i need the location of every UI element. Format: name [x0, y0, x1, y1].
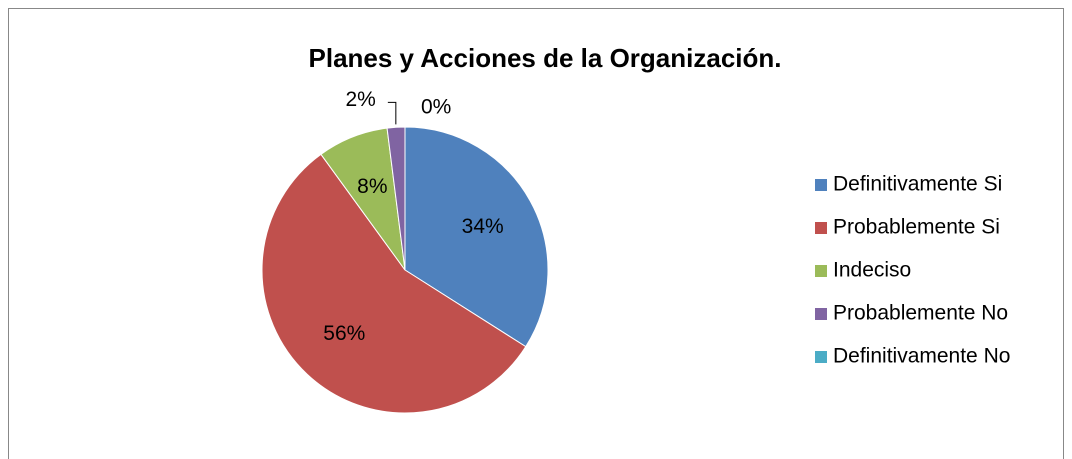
legend-label: Probablemente No — [833, 302, 1008, 325]
chart-title: Planes y Acciones de la Organización. — [309, 43, 782, 73]
pie-slice — [261, 153, 527, 414]
legend-swatch — [815, 179, 827, 191]
legend-swatch — [815, 222, 827, 234]
legend-label: Probablemente Si — [833, 216, 1000, 239]
data-label: 8% — [357, 175, 387, 198]
legend-label: Definitivamente No — [833, 345, 1010, 368]
data-label: 0% — [421, 96, 451, 119]
legend-swatch — [815, 265, 827, 277]
legend-swatch — [815, 351, 827, 363]
legend-swatch — [815, 308, 827, 320]
pie-slice — [404, 126, 549, 348]
leader-line — [387, 101, 397, 125]
data-label: 34% — [462, 215, 504, 238]
legend-label: Indeciso — [833, 259, 911, 282]
data-label: 56% — [323, 322, 365, 345]
data-label: 2% — [345, 88, 375, 111]
legend-label: Definitivamente Si — [833, 173, 1002, 196]
